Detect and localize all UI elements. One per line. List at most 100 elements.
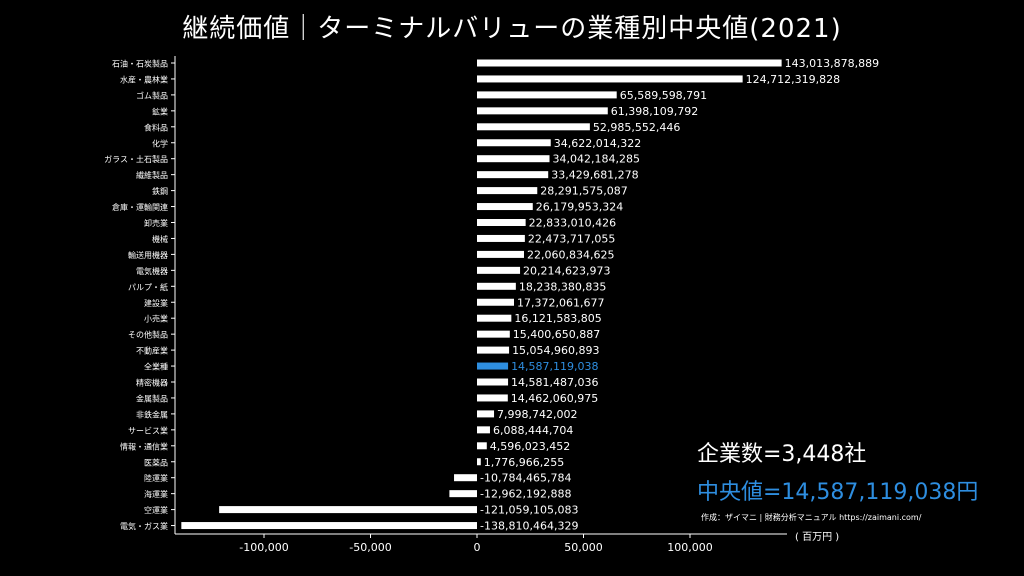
value-label: 14,462,060,975 xyxy=(511,392,598,405)
value-label: 16,121,583,805 xyxy=(514,312,601,325)
bar xyxy=(477,219,526,226)
x-tick-label: 0 xyxy=(474,541,481,554)
bar xyxy=(477,234,525,242)
category-label: 陸運業 xyxy=(144,473,168,483)
plot-area: -100,000 -50,000 0 50,000 100,000 石油・石炭製品 143,… xyxy=(104,56,879,554)
x-tick-label: -100,000 xyxy=(239,541,288,554)
x-tick-label: 50,000 xyxy=(564,541,603,554)
category-label: 鉱業 xyxy=(152,106,168,116)
category-label: 鉄鋼 xyxy=(152,186,168,196)
value-label: 15,400,650,887 xyxy=(513,328,600,341)
bar xyxy=(454,474,477,482)
value-label: 26,179,953,324 xyxy=(536,201,623,214)
value-label: -121,059,105,083 xyxy=(480,504,578,517)
category-label: 水産・農林業 xyxy=(120,74,168,84)
value-label: 22,060,834,625 xyxy=(527,248,614,261)
value-label: 33,429,681,278 xyxy=(551,169,638,182)
bar xyxy=(477,91,617,99)
category-label: 機械 xyxy=(152,234,168,244)
category-label: 輸送用機器 xyxy=(128,250,168,260)
value-label: 6,088,444,704 xyxy=(493,424,573,437)
x-axis-unit: ( 百万円 ) xyxy=(795,532,840,543)
median-value: 中央値=14,587,119,038円 xyxy=(697,480,979,505)
bar xyxy=(477,362,509,370)
category-label: ゴム製品 xyxy=(136,90,168,100)
x-tick-label: 100,000 xyxy=(667,541,713,554)
value-label: 14,587,119,038 xyxy=(511,360,598,373)
bar xyxy=(477,330,510,338)
bar xyxy=(477,107,608,115)
value-label: -10,784,465,784 xyxy=(480,472,571,485)
bar xyxy=(477,378,509,386)
credit-text: 作成：ザイマニ | 財務分析マニュアル https://zaimani.com/ xyxy=(701,513,922,522)
value-label: 1,776,966,255 xyxy=(484,456,564,469)
bar xyxy=(477,75,743,83)
category-label: 空運業 xyxy=(144,505,168,515)
value-label: 17,372,061,677 xyxy=(517,296,604,309)
category-label: 食料品 xyxy=(144,122,168,132)
bar xyxy=(477,203,533,211)
company-count: 企業数=3,448社 xyxy=(697,442,867,467)
bar xyxy=(477,314,512,322)
value-label: 34,042,184,285 xyxy=(553,153,640,166)
category-label: 建設業 xyxy=(144,298,168,308)
category-label: 全業種 xyxy=(144,362,168,372)
category-label: 倉庫・運輸関連 xyxy=(112,202,168,212)
category-label: 電気機器 xyxy=(136,266,168,276)
category-label: パルプ・紙 xyxy=(128,282,168,292)
bar xyxy=(477,123,590,131)
bar xyxy=(477,298,515,306)
value-label: 15,054,960,893 xyxy=(512,344,599,357)
value-label: 22,473,717,055 xyxy=(528,232,615,245)
bar xyxy=(477,442,487,450)
value-label: 7,998,742,002 xyxy=(497,408,577,421)
bar xyxy=(477,282,516,290)
bar xyxy=(477,346,510,354)
x-tick-label: -50,000 xyxy=(349,541,391,554)
bar xyxy=(477,59,782,67)
bar xyxy=(477,410,495,418)
category-label: 小売業 xyxy=(144,314,168,324)
value-label: 18,238,380,835 xyxy=(519,280,606,293)
category-label: 電気・ガス業 xyxy=(120,521,168,531)
value-label: -138,810,464,329 xyxy=(480,520,578,533)
category-label: 情報・通信業 xyxy=(120,441,168,451)
value-label: 4,596,023,452 xyxy=(490,440,570,453)
category-label: 精密機器 xyxy=(136,378,168,388)
value-label: 14,581,487,036 xyxy=(511,376,598,389)
bar xyxy=(477,266,521,274)
category-label: 石油・石炭製品 xyxy=(112,59,168,69)
category-label: 繊維製品 xyxy=(136,170,168,180)
value-label: 61,398,109,792 xyxy=(611,105,698,118)
chart-title: 継続価値｜ターミナルバリューの業種別中央値(2021) xyxy=(182,14,842,44)
category-label: 海運業 xyxy=(144,489,168,499)
category-label: 医薬品 xyxy=(144,457,168,467)
bar xyxy=(181,522,477,530)
value-label: 34,622,014,322 xyxy=(554,137,641,150)
category-label: サービス業 xyxy=(128,425,168,435)
category-label: 非鉄金属 xyxy=(136,409,168,419)
value-label: -12,962,192,888 xyxy=(480,488,571,501)
category-label: 化学 xyxy=(152,138,168,148)
bar xyxy=(477,458,481,466)
value-label: 143,013,878,889 xyxy=(785,57,879,70)
value-label: 28,291,575,087 xyxy=(540,185,627,198)
bar xyxy=(449,490,477,498)
bar xyxy=(477,139,551,147)
value-label: 52,985,552,446 xyxy=(593,121,680,134)
bar xyxy=(477,187,538,195)
category-label: 不動産業 xyxy=(136,346,168,356)
bar xyxy=(477,426,490,434)
value-label: 22,833,010,426 xyxy=(529,217,616,230)
value-label: 124,712,319,828 xyxy=(746,73,840,86)
bar xyxy=(219,506,477,514)
bar xyxy=(477,155,550,163)
category-label: 金属製品 xyxy=(136,393,168,403)
bar xyxy=(477,394,508,402)
bar xyxy=(477,171,549,179)
category-label: ガラス・土石製品 xyxy=(104,154,168,164)
value-label: 65,589,598,791 xyxy=(620,89,707,102)
category-label: 卸売業 xyxy=(144,218,168,228)
bar xyxy=(477,250,524,258)
